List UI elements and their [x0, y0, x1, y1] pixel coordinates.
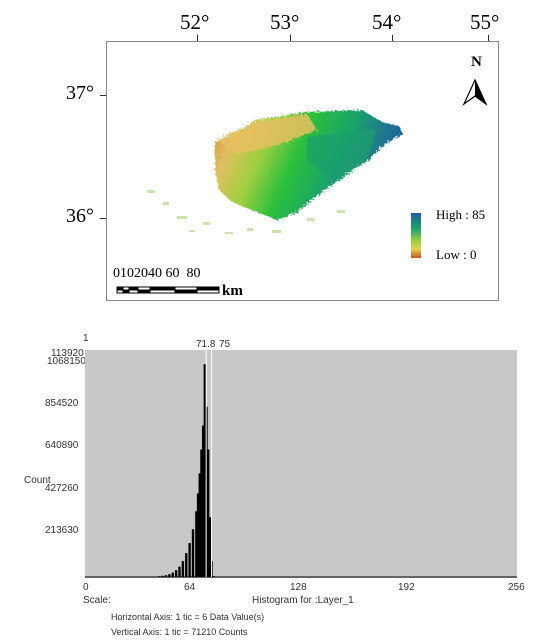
histogram-bar — [188, 543, 191, 577]
lat-tick — [100, 95, 107, 96]
scale-bar — [116, 286, 220, 294]
hist-top-tick-2: 113920 — [51, 348, 84, 359]
histogram-bar — [164, 575, 168, 577]
hist-y-axis-label: Count — [24, 475, 51, 486]
hist-title: Histogram for :Layer_1 — [252, 595, 354, 606]
hist-top-tick-3: 1068150 — [47, 356, 86, 367]
hist-ytick-640890: 640890 — [45, 440, 79, 451]
north-label: N — [471, 54, 482, 70]
hist-ytick-213630: 213630 — [45, 525, 79, 536]
hist-top-tick-1: 1 — [83, 333, 89, 344]
hist-xtick-256: 256 — [508, 582, 525, 593]
histogram-bar — [178, 566, 181, 577]
lat-tick — [100, 218, 107, 219]
legend-low-label: Low : 0 — [436, 247, 477, 262]
histogram-bar — [207, 449, 210, 577]
map-frame: N — [106, 41, 499, 301]
scale-bar-label: 0102040 60 80 — [113, 266, 201, 281]
histogram-bar — [191, 529, 195, 577]
histogram-bar — [181, 561, 185, 577]
hist-ytick-427260: 427260 — [45, 483, 79, 494]
hist-xtick-0: 0 — [83, 582, 89, 593]
histogram-plot-area — [85, 350, 517, 578]
raster-map: N — [116, 54, 488, 294]
hist-peak-label-2: 75 — [219, 339, 231, 350]
hist-ytick-854520: 854520 — [45, 398, 79, 409]
histogram-bar — [203, 364, 206, 577]
lat-label-37: 37° — [66, 82, 94, 104]
histogram-bar — [208, 517, 212, 577]
legend-color-bar — [411, 213, 421, 258]
lon-tick — [488, 35, 489, 42]
lon-tick — [290, 35, 291, 42]
legend-high-label: High : 85 — [436, 207, 486, 222]
histogram-bar — [171, 572, 174, 577]
histogram-bar — [174, 570, 178, 577]
histogram-bar — [185, 553, 188, 577]
hist-xtick-192: 192 — [398, 582, 415, 593]
histogram-bar — [161, 575, 164, 577]
lon-label-54: 54° — [372, 10, 402, 34]
histogram-bar — [195, 511, 198, 577]
histogram-bar — [196, 493, 200, 577]
histogram-bar — [168, 574, 171, 577]
lon-label-53: 53° — [270, 10, 300, 34]
histogram-svg — [85, 350, 517, 578]
hist-peak-label: 71.8 — [196, 339, 216, 350]
histogram-bar — [212, 576, 215, 577]
hist-scale-label: Scale: — [83, 595, 111, 606]
scale-unit-label: km — [222, 283, 243, 299]
hist-vertical-axis-note: Vertical Axis: 1 tic = 71210 Counts — [111, 627, 248, 637]
histogram-bar — [158, 576, 161, 577]
hist-xtick-128: 128 — [290, 582, 307, 593]
histogram-bar — [198, 473, 201, 577]
lon-tick — [392, 35, 393, 42]
lat-label-36: 36° — [66, 205, 94, 227]
hist-xtick-64: 64 — [184, 582, 196, 593]
histogram-bar — [201, 425, 205, 577]
histogram-bar — [200, 449, 203, 577]
lon-tick — [197, 35, 198, 42]
lon-label-55: 55° — [470, 10, 500, 34]
hist-horizontal-axis-note: Horizontal Axis: 1 tic = 6 Data Value(s) — [111, 612, 265, 622]
lon-label-52: 52° — [180, 10, 210, 34]
